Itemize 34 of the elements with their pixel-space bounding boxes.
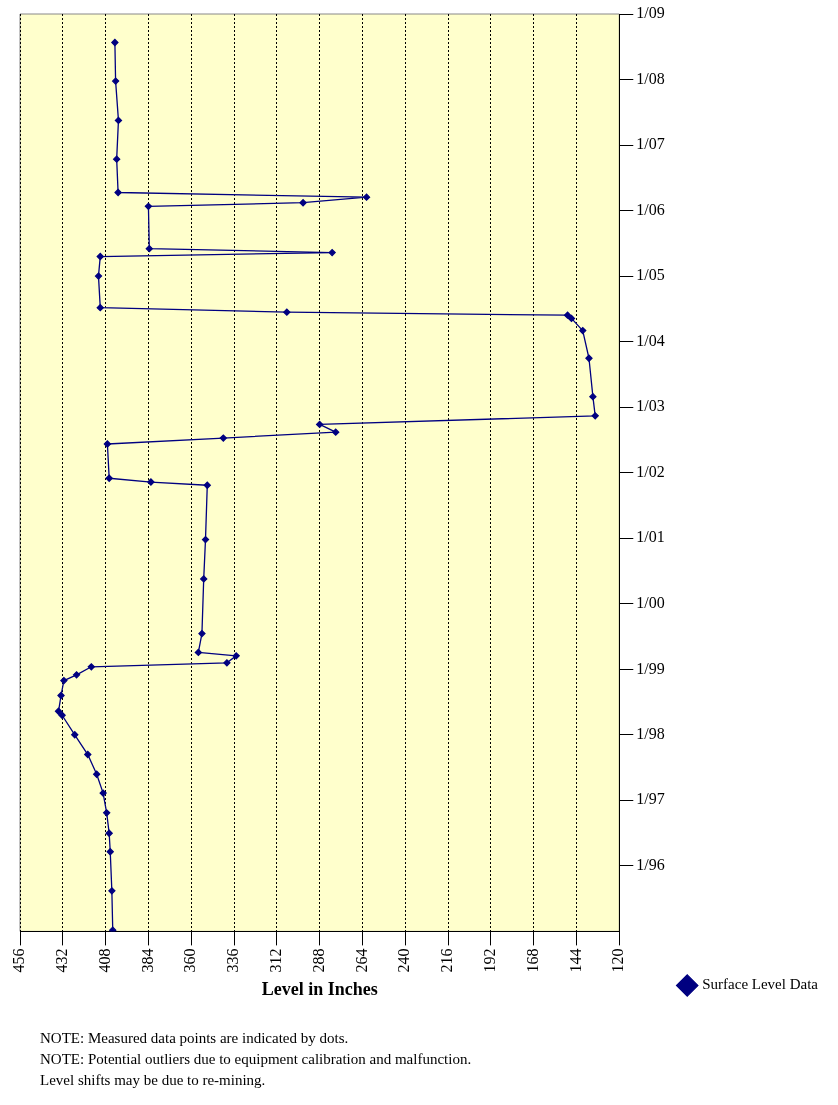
- y-tick-label: 1/97: [636, 790, 665, 808]
- x-tick-label: 120: [609, 948, 627, 973]
- x-tick-label: 144: [566, 948, 584, 973]
- y-tick-label: 1/08: [636, 69, 665, 87]
- x-tick-label: 408: [95, 948, 113, 973]
- x-tick-label: 432: [53, 948, 71, 973]
- x-tick-label: 456: [10, 948, 28, 973]
- y-tick-label: 1/06: [636, 200, 665, 218]
- x-tick-label: 216: [438, 948, 456, 973]
- x-tick-label: 288: [309, 948, 327, 973]
- x-axis-title: Level in Inches: [261, 978, 378, 999]
- y-tick-label: 1/99: [636, 659, 665, 677]
- x-tick-label: 192: [481, 948, 499, 973]
- y-tick-label: 1/00: [636, 594, 665, 612]
- y-tick-label: 1/98: [636, 724, 665, 742]
- y-tick-label: 1/09: [636, 4, 665, 22]
- text: NOTE: Measured data points are indicated by dots.: [40, 1030, 349, 1047]
- x-tick-label: 240: [395, 948, 413, 973]
- x-tick-label: 168: [523, 948, 541, 973]
- y-tick-label: 1/02: [636, 462, 665, 480]
- y-tick-label: 1/01: [636, 528, 665, 546]
- x-tick-label: 312: [267, 948, 285, 973]
- x-tick-label: 336: [224, 948, 242, 973]
- text: Level shifts may be due to re-mining.: [40, 1072, 266, 1089]
- y-tick-label: 1/05: [636, 266, 665, 284]
- x-tick-label: 264: [352, 948, 370, 973]
- text: NOTE: Potential outliers due to equipment calibration and malfunction.: [40, 1051, 472, 1068]
- y-tick-label: 1/03: [636, 397, 665, 415]
- legend-label: Surface Level Data: [702, 976, 819, 993]
- y-tick-label: 1/07: [636, 135, 665, 153]
- y-tick-label: 1/96: [636, 856, 665, 874]
- y-tick-label: 1/04: [636, 331, 665, 349]
- x-tick-label: 360: [181, 948, 199, 973]
- x-tick-label: 384: [138, 948, 156, 973]
